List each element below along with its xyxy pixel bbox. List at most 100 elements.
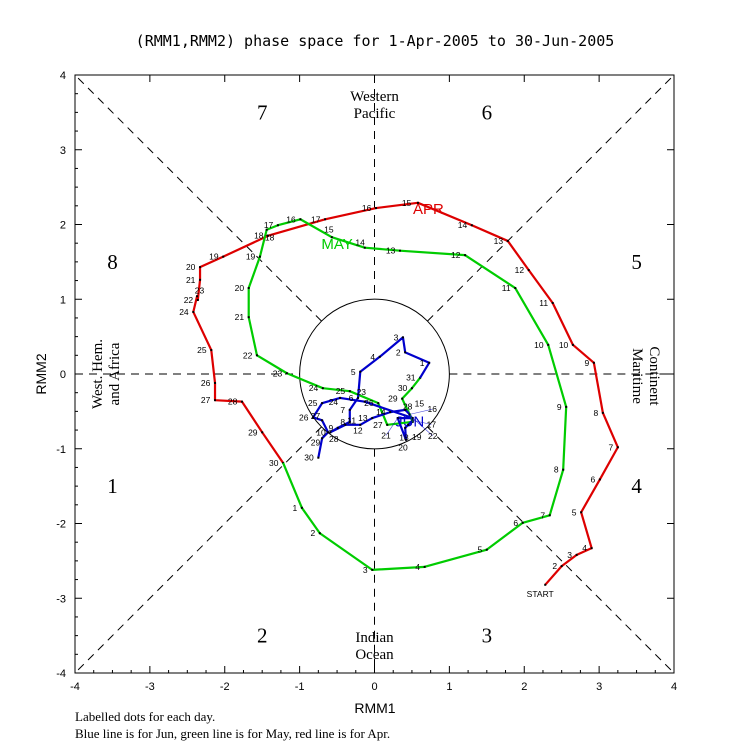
- day-label: 3: [567, 550, 572, 560]
- region-label-top: Pacific: [354, 106, 396, 122]
- day-label: 23: [357, 387, 367, 397]
- day-label-leader: [385, 417, 398, 436]
- day-label: 2: [552, 561, 557, 571]
- day-label: 22: [428, 431, 438, 441]
- day-dot: [485, 548, 488, 551]
- day-dot: [377, 402, 380, 405]
- y-tick-label: -1: [56, 444, 66, 456]
- guide-diagonal: [74, 426, 322, 674]
- day-dot: [616, 446, 619, 449]
- phase-label-2: 2: [257, 624, 268, 648]
- x-tick-label: -1: [295, 681, 305, 693]
- day-dot: [348, 390, 351, 393]
- day-label: 19: [246, 252, 256, 262]
- day-label: 29: [388, 394, 398, 404]
- day-label: 19: [209, 252, 219, 262]
- day-dot: [560, 565, 563, 568]
- day-label: 30: [269, 458, 279, 468]
- region-label-bottom: Indian: [355, 630, 394, 646]
- day-dot: [386, 423, 389, 426]
- day-dot: [416, 201, 419, 204]
- day-dot: [428, 361, 431, 364]
- day-dot: [321, 419, 324, 422]
- day-label: 10: [534, 340, 544, 350]
- day-label: 15: [324, 224, 334, 234]
- day-dot: [265, 228, 268, 231]
- day-label: 20: [398, 443, 408, 453]
- day-label: 16: [428, 404, 438, 414]
- day-dot: [359, 423, 362, 426]
- day-label: 5: [477, 545, 482, 555]
- day-label: 24: [179, 307, 189, 317]
- day-label: 12: [353, 426, 363, 436]
- y-tick-label: 0: [60, 369, 66, 381]
- day-dot: [196, 298, 199, 301]
- day-label: 18: [265, 232, 275, 242]
- y-tick-label: 2: [60, 220, 66, 232]
- day-dot: [321, 402, 324, 405]
- day-dot: [580, 511, 583, 514]
- day-label: 18: [254, 231, 264, 241]
- day-label: 10: [316, 427, 326, 437]
- day-label: 27: [311, 411, 321, 421]
- start-label: START: [527, 589, 554, 599]
- day-dot: [407, 423, 410, 426]
- day-dot: [299, 218, 302, 221]
- day-label: 4: [582, 543, 587, 553]
- day-label: 15: [415, 398, 425, 408]
- day-dot: [196, 295, 199, 298]
- day-dot: [240, 400, 243, 403]
- phase-label-6: 6: [482, 100, 493, 124]
- day-dot: [199, 278, 202, 281]
- day-label: 8: [554, 465, 559, 475]
- day-label: 22: [184, 295, 194, 305]
- day-label: 13: [386, 246, 396, 256]
- day-dot: [214, 399, 217, 402]
- day-label: 14: [376, 407, 386, 417]
- y-axis-label: RMM2: [33, 353, 49, 394]
- x-tick-label: 1: [446, 681, 452, 693]
- day-label: 24: [309, 383, 319, 393]
- day-label: 22: [243, 350, 253, 360]
- day-label: 16: [362, 203, 372, 213]
- day-label: 17: [311, 214, 321, 224]
- footnote-2: Blue line is for Jun, green line is for …: [75, 726, 390, 741]
- day-dot: [601, 411, 604, 414]
- day-dot: [551, 301, 554, 304]
- x-tick-label: -2: [220, 681, 230, 693]
- day-label: 24: [329, 397, 339, 407]
- day-dot: [464, 254, 467, 257]
- day-dot: [192, 310, 195, 313]
- day-dot: [222, 255, 225, 258]
- footnote-1: Labelled dots for each day.: [75, 709, 215, 724]
- day-dot: [592, 361, 595, 364]
- day-label: 9: [328, 423, 333, 433]
- day-label: 26: [201, 378, 211, 388]
- day-label: 21: [235, 312, 245, 322]
- day-dot: [410, 387, 413, 390]
- day-dot: [404, 351, 407, 354]
- y-tick-label: -2: [56, 519, 66, 531]
- day-dot: [363, 246, 366, 249]
- day-dot: [404, 426, 407, 429]
- phase-label-5: 5: [631, 250, 642, 274]
- day-dot: [371, 568, 374, 571]
- region-label-bottom: Ocean: [355, 647, 394, 663]
- series-line-may: [247, 218, 568, 571]
- day-dot: [348, 420, 351, 423]
- day-label: 29: [248, 427, 258, 437]
- day-dot: [527, 269, 530, 272]
- day-dot: [276, 224, 279, 227]
- day-dot: [378, 355, 381, 358]
- day-dot: [348, 408, 351, 411]
- series-may: [247, 218, 568, 571]
- day-label: 20: [186, 262, 196, 272]
- day-label: 9: [585, 358, 590, 368]
- day-dot: [401, 397, 404, 400]
- day-dot: [261, 431, 264, 434]
- day-dot: [598, 478, 601, 481]
- region-label-left: and Africa: [107, 342, 123, 405]
- day-label: 4: [415, 562, 420, 572]
- region-label-right: Maritime: [629, 348, 645, 404]
